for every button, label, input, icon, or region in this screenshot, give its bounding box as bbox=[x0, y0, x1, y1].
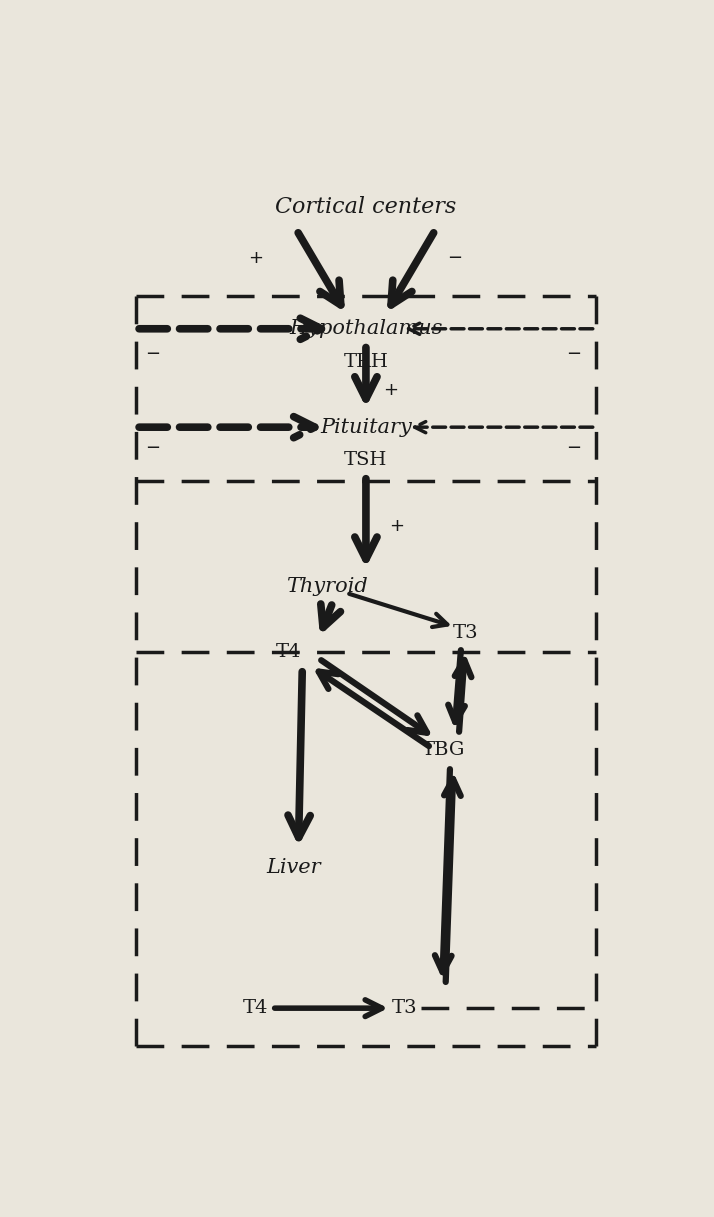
Text: −: − bbox=[566, 346, 581, 363]
Text: Liver: Liver bbox=[266, 858, 321, 877]
Text: TRH: TRH bbox=[343, 353, 388, 370]
Text: +: + bbox=[248, 249, 263, 268]
Text: Hypothalamus: Hypothalamus bbox=[289, 319, 443, 338]
Text: T4: T4 bbox=[276, 643, 301, 661]
Text: −: − bbox=[146, 439, 161, 456]
Text: TSH: TSH bbox=[344, 452, 388, 469]
Text: T3: T3 bbox=[453, 624, 478, 643]
Text: −: − bbox=[566, 439, 581, 456]
Text: Thyroid: Thyroid bbox=[286, 577, 368, 596]
Text: +: + bbox=[389, 516, 404, 534]
Text: TBG: TBG bbox=[422, 741, 465, 759]
Text: +: + bbox=[383, 381, 398, 399]
Text: T4: T4 bbox=[243, 999, 268, 1017]
Text: −: − bbox=[447, 249, 462, 268]
Text: T3: T3 bbox=[392, 999, 418, 1017]
Text: Pituitary: Pituitary bbox=[320, 417, 412, 437]
Text: −: − bbox=[146, 346, 161, 363]
Text: Cortical centers: Cortical centers bbox=[276, 196, 456, 218]
